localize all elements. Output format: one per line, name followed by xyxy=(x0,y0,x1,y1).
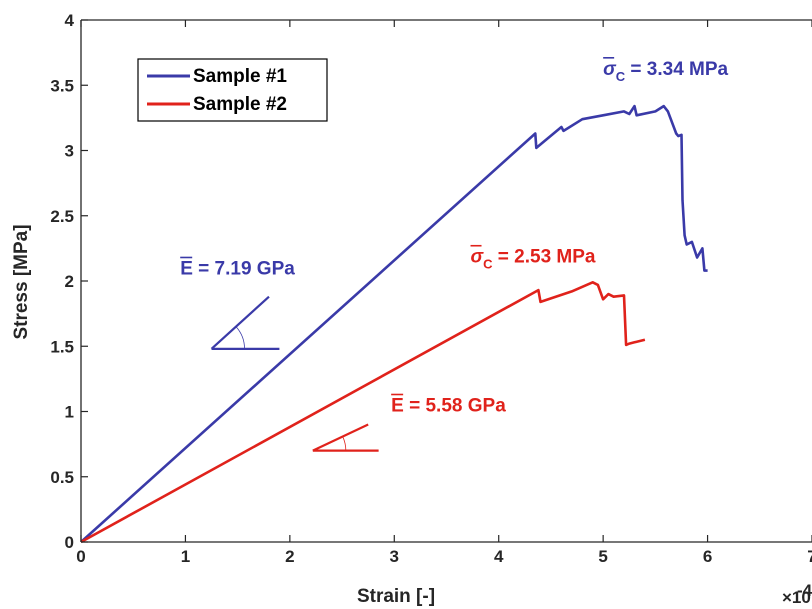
legend-label-sample2: Sample #2 xyxy=(193,94,287,115)
x-exponent-base: ×10 xyxy=(782,588,811,607)
annotation-e2: E = 5.58 GPa xyxy=(391,393,506,417)
legend-box xyxy=(137,58,328,122)
x-tick-label: 2 xyxy=(285,547,294,566)
annotation-value: = 3.34 MPa xyxy=(625,59,728,80)
slope-triangles xyxy=(210,295,379,452)
x-tick-label: 3 xyxy=(390,547,399,566)
legend-label-sample1: Sample #1 xyxy=(193,66,287,87)
slope-triangle-hyp-1 xyxy=(210,295,270,350)
annotation-text-e2: E = 5.58 GPa xyxy=(391,396,506,417)
annotation-sigma2: σC = 2.53 MPa xyxy=(470,244,596,272)
y-tick-label: 0 xyxy=(65,533,74,552)
y-tick-label: 4 xyxy=(65,11,75,30)
y-axis-title: Stress [MPa] xyxy=(11,224,32,339)
series-line-sample2 xyxy=(80,280,646,544)
annotation-sigma1: σC = 3.34 MPa xyxy=(603,57,729,84)
x-tick-label: 1 xyxy=(181,547,190,566)
y-tick-label: 1.5 xyxy=(50,337,74,356)
annotation-text-sigma1: σC = 3.34 MPa xyxy=(603,59,728,84)
x-exponent: ×10 -4 xyxy=(782,581,812,607)
series-line-sample1 xyxy=(80,104,708,543)
annotation-text-e1: E = 7.19 GPa xyxy=(180,258,295,279)
annotation-value: = 5.58 GPa xyxy=(404,396,506,417)
y-tick-label: 3 xyxy=(65,142,74,161)
annotation-symbol: σ xyxy=(471,247,485,268)
y-tick-label: 0.5 xyxy=(50,468,74,487)
slope-triangle-hyp-2 xyxy=(312,423,369,452)
x-tick-label: 4 xyxy=(494,547,504,566)
annotation-e1: E = 7.19 GPa xyxy=(180,256,295,279)
annotation-subscript: C xyxy=(483,257,493,272)
slope-angle-arc-2 xyxy=(342,436,347,451)
y-tick-label: 2 xyxy=(65,272,74,291)
annotation-symbol: σ xyxy=(603,59,617,80)
x-tick-label: 6 xyxy=(703,547,712,566)
x-tick-label: 7 xyxy=(807,547,812,566)
annotation-symbol: E xyxy=(180,258,193,279)
annotation-value: = 7.19 GPa xyxy=(193,258,295,279)
x-tick-label: 5 xyxy=(598,547,607,566)
annotation-text-sigma2: σC = 2.53 MPa xyxy=(471,247,596,272)
axes: 0 1 2 3 4 5 6 7 0 0.5 1 1.5 2 2.5 3 3.5 4 xyxy=(50,11,812,566)
y-tick-label: 3.5 xyxy=(50,76,74,95)
x-tick-label: 0 xyxy=(76,547,85,566)
annotation-value: = 2.53 MPa xyxy=(493,247,596,268)
annotation-symbol: E xyxy=(391,396,404,417)
y-tick-label: 2.5 xyxy=(50,207,74,226)
series-group xyxy=(80,104,708,544)
legend: Sample #1 Sample #2 xyxy=(137,58,328,122)
x-axis-title: Strain [-] xyxy=(357,586,435,607)
y-tick-label: 1 xyxy=(65,403,74,422)
x-exponent-power: -4 xyxy=(797,581,812,600)
annotation-subscript: C xyxy=(616,69,626,84)
slope-angle-arc-1 xyxy=(235,326,245,349)
